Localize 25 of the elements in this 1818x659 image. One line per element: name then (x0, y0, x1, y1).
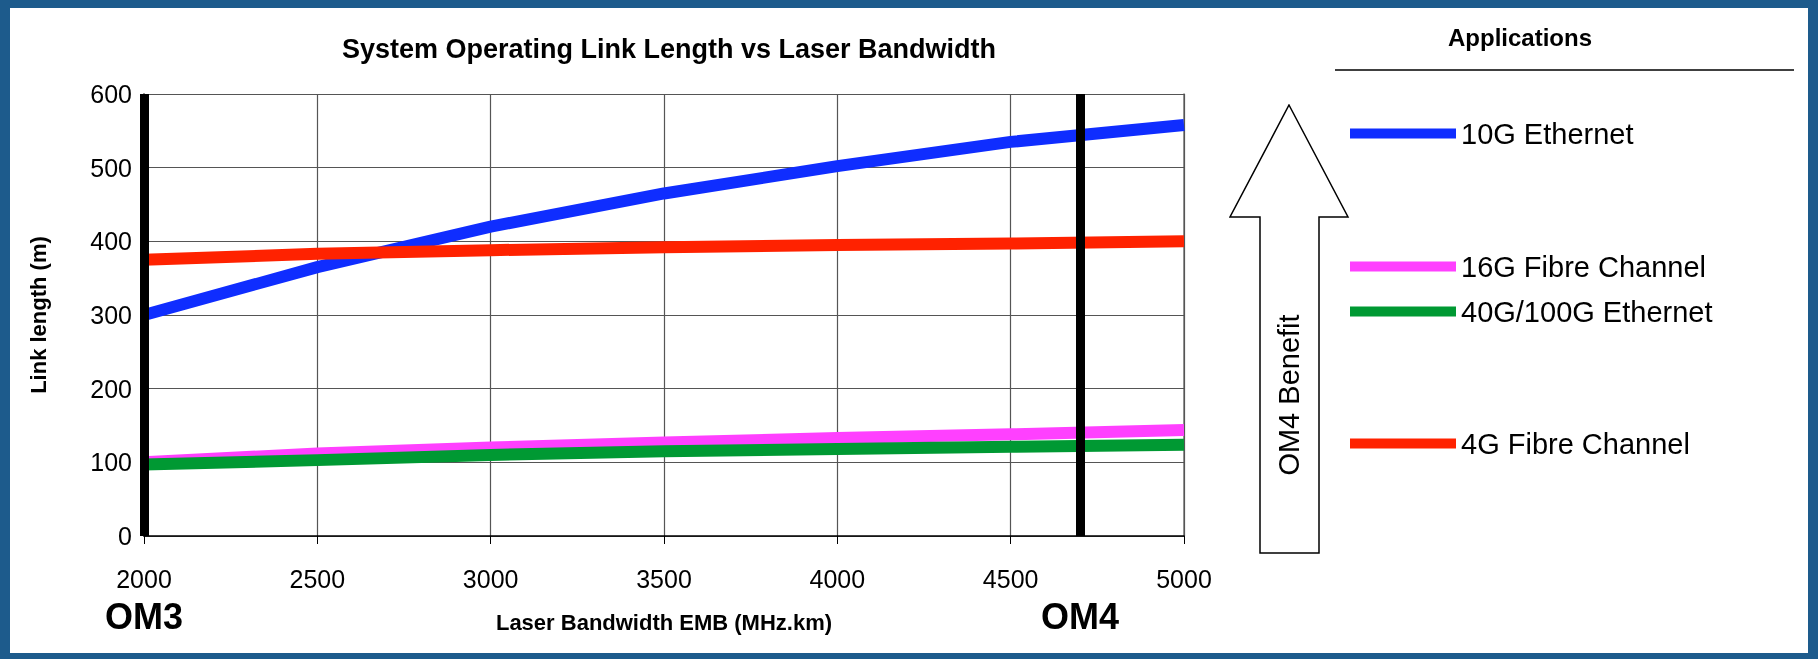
x-tick-label: 3000 (462, 564, 519, 593)
x-tick-label: 3500 (636, 564, 692, 593)
y-tick-label: 0 (118, 522, 132, 550)
legend-label: 16G Fibre Channel (1461, 250, 1707, 283)
y-tick-label: 300 (90, 301, 132, 329)
y-axis-title: Link length (m) (25, 236, 51, 394)
x-axis-title: Laser Bandwidth EMB (MHz.km) (495, 609, 833, 635)
y-tick-label: 100 (90, 448, 132, 477)
x-tick-label: 4000 (809, 564, 866, 593)
y-tick-label: 600 (90, 80, 132, 108)
ref-line-label: OM3 (104, 595, 184, 637)
legend-title: Applications (1448, 23, 1593, 51)
ref-line-label: OM4 (1040, 595, 1120, 637)
legend-label: 4G Fibre Channel (1461, 427, 1690, 460)
y-tick-label: 200 (90, 374, 132, 403)
legend-label: 10G Ethernet (1461, 117, 1634, 150)
legend-label: 40G/100G Ethernet (1461, 295, 1713, 328)
x-tick-label: 5000 (1156, 564, 1212, 593)
y-tick-label: 500 (90, 153, 132, 182)
y-tick-label: 400 (90, 227, 132, 256)
text: OM4 Benefit (1272, 314, 1306, 476)
x-tick-label: 4500 (982, 564, 1039, 593)
x-tick-label: 2500 (289, 564, 346, 593)
x-tick-label: 2000 (116, 564, 172, 593)
chart-title: System Operating Link Length vs Laser Bandwidth (341, 33, 997, 64)
